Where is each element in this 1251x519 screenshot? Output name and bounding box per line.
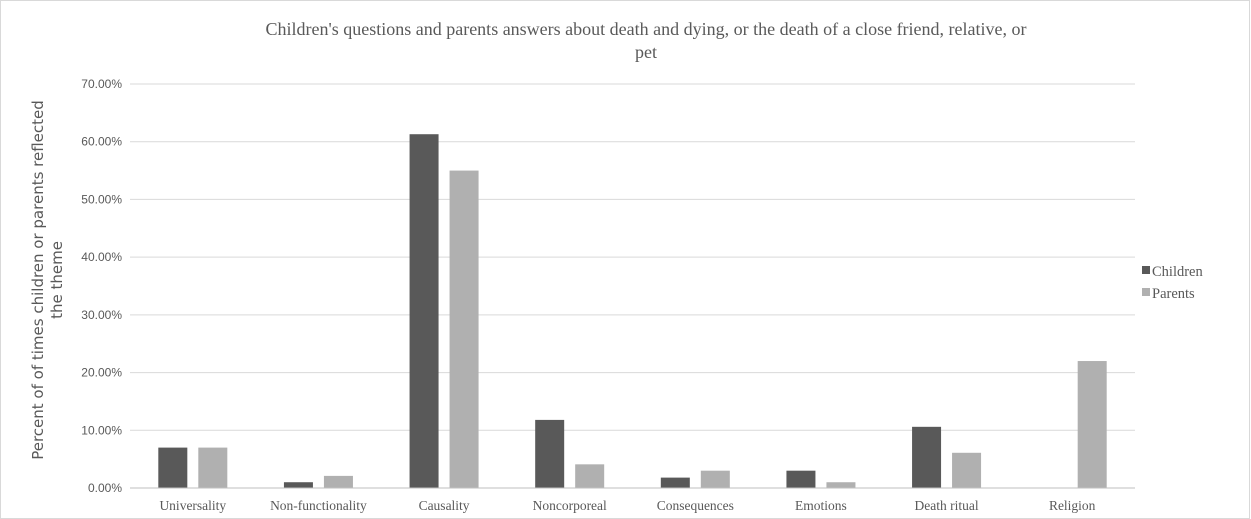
y-tick-label: 40.00%	[81, 250, 122, 264]
bar-children-non-functionality	[283, 482, 313, 488]
legend-swatch-parents	[1142, 288, 1150, 296]
y-axis-label-line-2: the theme	[48, 241, 66, 319]
bar-parents-death-ritual	[952, 452, 982, 488]
x-tick-label: Religion	[1049, 498, 1096, 513]
x-tick-label: Noncorporeal	[533, 498, 607, 513]
bar-children-emotions	[786, 470, 816, 488]
y-tick-label: 10.00%	[81, 423, 122, 437]
x-tick-label: Consequences	[657, 498, 734, 513]
bar-parents-causality	[449, 170, 479, 489]
bars	[158, 134, 1107, 489]
bar-parents-non-functionality	[323, 475, 353, 488]
y-axis-ticks: 0.00% 10.00% 20.00% 30.00% 40.00% 50.00% 60.00…	[81, 77, 122, 495]
y-axis-label: Percent of of times children or parents …	[29, 100, 66, 460]
bar-parents-emotions	[826, 482, 856, 488]
bar-parents-consequences	[700, 470, 730, 488]
legend-label-parents: Parents	[1152, 286, 1195, 302]
y-tick-label: 70.00%	[81, 77, 122, 91]
x-tick-label: Non-functionality	[270, 498, 367, 513]
bar-children-noncorporeal	[535, 419, 565, 488]
x-tick-label: Universality	[159, 498, 226, 513]
bar-children-causality	[409, 134, 439, 488]
x-tick-label: Emotions	[795, 498, 847, 513]
y-tick-label: 0.00%	[88, 481, 122, 495]
x-tick-label: Causality	[419, 498, 470, 513]
bar-children-consequences	[660, 477, 690, 488]
legend: Children Parents	[1142, 264, 1203, 302]
bar-parents-religion	[1077, 361, 1107, 488]
bar-children-universality	[158, 447, 188, 488]
legend-swatch-children	[1142, 266, 1150, 274]
x-tick-label: Death ritual	[915, 498, 979, 513]
y-tick-label: 50.00%	[81, 192, 122, 206]
bar-parents-universality	[198, 447, 228, 488]
y-tick-label: 60.00%	[81, 135, 122, 149]
chart-title-line-1: Children's questions and parents answers…	[265, 19, 1026, 39]
gridlines	[130, 83, 1135, 431]
y-tick-label: 30.00%	[81, 308, 122, 322]
y-tick-label: 20.00%	[81, 366, 122, 380]
bar-children-death-ritual	[912, 426, 942, 488]
legend-label-children: Children	[1152, 264, 1203, 280]
y-axis-label-line-1: Percent of of times children or parents …	[29, 100, 47, 460]
chart-title-line-2: pet	[635, 42, 657, 62]
bar-parents-noncorporeal	[575, 464, 605, 488]
x-axis-ticks: Universality Non-functionality Causality No…	[159, 498, 1095, 513]
